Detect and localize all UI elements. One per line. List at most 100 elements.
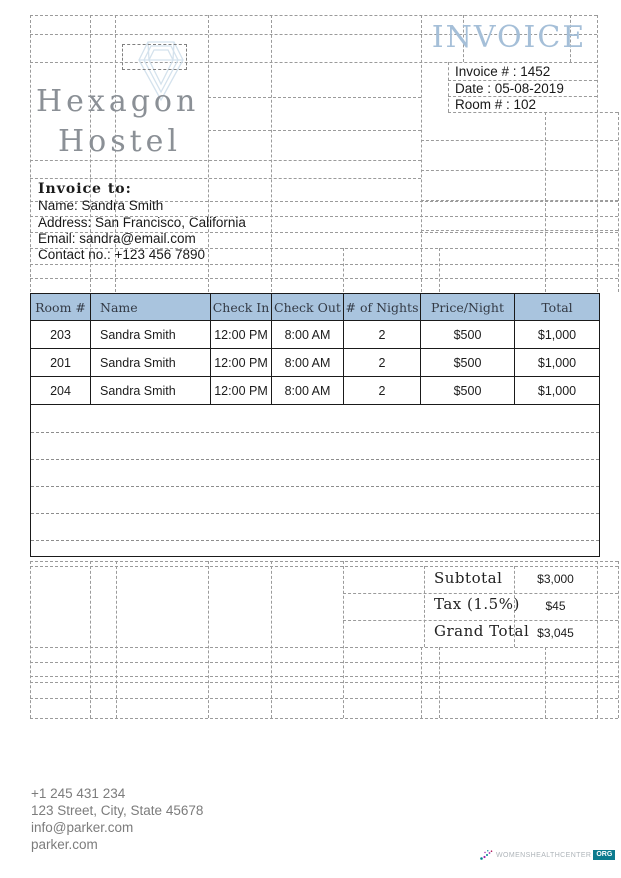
cell-checkin: 12:00 PM (211, 349, 272, 376)
header-checkin: Check In (211, 294, 272, 320)
cell-room: 204 (31, 377, 91, 404)
grid-line (421, 647, 422, 718)
cell-total: $1,000 (537, 327, 577, 342)
table-empty-area (31, 405, 599, 560)
table-row: 201 Sandra Smith 12:00 PM 8:00 AM 2 $500… (31, 349, 599, 377)
grand-total-value: $3,045 (537, 626, 574, 640)
cell-price: $500 (421, 321, 515, 348)
grid-line (30, 561, 31, 718)
grid-line (208, 97, 421, 98)
bill-to-heading: Invoice to: (38, 181, 132, 197)
grid-line (421, 170, 618, 171)
header-room: Room # (31, 294, 91, 320)
grid-line (208, 561, 209, 718)
cell-checkin: 12:00 PM (211, 377, 272, 404)
cell-name: Sandra Smith (91, 349, 211, 376)
grid-line (439, 647, 440, 718)
grid-line (448, 62, 449, 112)
footer-address: 123 Street, City, State 45678 (31, 803, 204, 818)
tax-value: $45 (545, 599, 566, 613)
grand-total-label: Grand Total (434, 622, 530, 640)
grid-line (30, 62, 597, 63)
grid-line (30, 15, 31, 292)
grid-line (30, 160, 421, 161)
cell-room: 201 (31, 349, 91, 376)
grid-line (545, 647, 546, 718)
grid-line (30, 178, 421, 179)
grid-line (208, 15, 209, 292)
grid-line (343, 593, 618, 594)
cell-price: $500 (421, 349, 515, 376)
table-header-row: Room # Name Check In Check Out # of Nigh… (31, 294, 599, 321)
grid-line (618, 112, 619, 292)
cell-checkout: 8:00 AM (272, 377, 344, 404)
subtotal-label: Subtotal (434, 569, 503, 587)
grid-line (448, 112, 618, 113)
bill-to-email: Email: sandra@email.com (38, 231, 196, 246)
cell-price: $500 (421, 377, 515, 404)
grid-line (618, 561, 619, 718)
grid-line (30, 15, 597, 16)
cell-checkout: 8:00 AM (272, 349, 344, 376)
watermark-logo: WOMENSHEALTHCENTER ORG (479, 848, 616, 862)
diamond-icon (138, 41, 184, 102)
grid-line (30, 682, 618, 683)
grid-line (343, 248, 344, 292)
grid-line (545, 112, 546, 292)
grid-line (343, 620, 618, 621)
header-checkout: Check Out (272, 294, 344, 320)
tax-label: Tax (1.5%) (434, 595, 520, 613)
footer-phone: +1 245 431 234 (31, 786, 126, 801)
grid-line (421, 15, 422, 292)
grid-line (424, 566, 425, 647)
cell-total: $1,000 (537, 383, 577, 398)
table-row: 204 Sandra Smith 12:00 PM 8:00 AM 2 $500… (31, 377, 599, 405)
cell-nights: 2 (344, 377, 421, 404)
cell-checkout: 8:00 AM (272, 321, 344, 348)
grid-line (597, 15, 598, 292)
grid-line (30, 278, 618, 279)
footer-website: parker.com (31, 837, 98, 852)
cell-room: 203 (31, 321, 91, 348)
grid-line (30, 698, 618, 699)
grid-line (30, 676, 618, 677)
watermark-badge: ORG (593, 850, 616, 860)
header-nights: # of Nights (344, 294, 421, 320)
subtotal-value: $3,000 (537, 572, 574, 586)
grid-line (30, 718, 618, 719)
grid-line (30, 647, 618, 648)
cell-nights: 2 (344, 349, 421, 376)
grid-line (597, 561, 598, 718)
watermark-text: WOMENSHEALTHCENTER (496, 851, 592, 859)
cell-nights: 2 (344, 321, 421, 348)
table-row: 203 Sandra Smith 12:00 PM 8:00 AM 2 $500… (31, 321, 599, 349)
brand-name-line1: Hexagon (36, 84, 200, 119)
cell-selection-box[interactable] (122, 44, 187, 70)
grid-line (30, 264, 618, 265)
grid-line (421, 200, 618, 201)
invoice-room: Room # : 102 (455, 97, 537, 112)
bill-to-name: Name: Sandra Smith (38, 198, 164, 213)
grid-line (30, 566, 618, 567)
grid-line (271, 561, 272, 718)
bill-to-contact: Contact no.: +123 456 7890 (38, 247, 206, 262)
grid-line (421, 140, 618, 141)
invoice-date: Date : 05-08-2019 (455, 81, 564, 96)
cell-total: $1,000 (537, 355, 577, 370)
bill-to-address: Address: San Francisco, California (38, 215, 246, 230)
dots-swirl-icon (480, 850, 493, 860)
grid-line (439, 248, 440, 292)
grid-line (421, 230, 618, 231)
cell-name: Sandra Smith (91, 377, 211, 404)
grid-line (116, 561, 117, 718)
grid-line (271, 15, 272, 292)
grid-line (208, 130, 421, 131)
grid-line (30, 662, 618, 663)
invoice-title: INVOICE (431, 20, 587, 55)
brand-name-line2: Hostel (58, 124, 182, 159)
grid-line (90, 561, 91, 718)
footer-email: info@parker.com (31, 820, 134, 835)
cell-checkin: 12:00 PM (211, 321, 272, 348)
booking-table: Room # Name Check In Check Out # of Nigh… (30, 293, 600, 557)
